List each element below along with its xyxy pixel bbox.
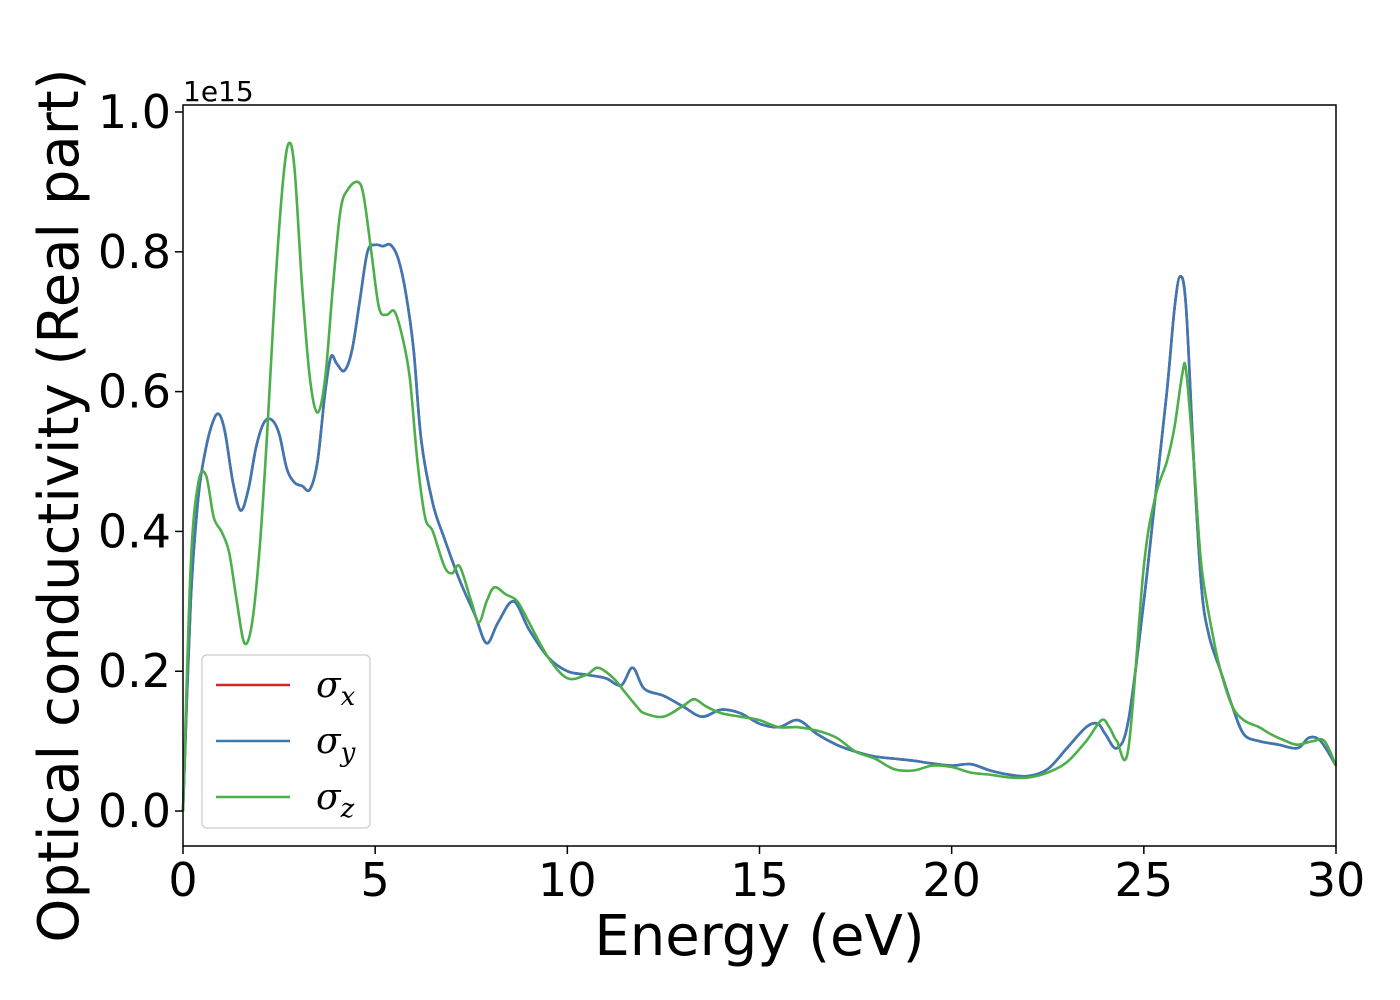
x-tick-label: 15 bbox=[730, 853, 789, 907]
y-axis-label: Optical conductivity (Real part) bbox=[27, 68, 92, 942]
y-tick-label: 0.0 bbox=[98, 784, 171, 838]
y-tick-label: 0.8 bbox=[98, 225, 171, 279]
x-tick-label: 30 bbox=[1307, 853, 1366, 907]
series-line-y bbox=[181, 242, 1338, 812]
x-tick-label: 0 bbox=[168, 853, 197, 907]
x-tick-label: 25 bbox=[1115, 853, 1174, 907]
plot-series-group bbox=[181, 141, 1338, 812]
y-tick-label: 0.4 bbox=[98, 504, 171, 558]
legend: σx σy σz bbox=[201, 654, 371, 829]
x-tick-label: 20 bbox=[922, 853, 981, 907]
legend-label-y: σy bbox=[316, 721, 356, 768]
y-axis-ticks: 0.0 0.2 0.4 0.6 0.8 1.0 bbox=[98, 85, 183, 838]
x-axis-ticks: 0 5 10 15 20 25 30 bbox=[168, 846, 1365, 907]
y-tick-label: 0.2 bbox=[98, 644, 171, 698]
y-axis-offset-text: 1e15 bbox=[183, 75, 254, 108]
x-tick-label: 5 bbox=[361, 853, 390, 907]
y-tick-label: 1.0 bbox=[98, 85, 171, 139]
legend-label-x: σx bbox=[316, 665, 356, 712]
x-axis-label: Energy (eV) bbox=[594, 904, 924, 969]
y-tick-label: 0.6 bbox=[98, 365, 171, 419]
series-line-z bbox=[181, 141, 1338, 812]
x-tick-label: 10 bbox=[538, 853, 597, 907]
legend-label-z: σz bbox=[316, 777, 355, 824]
